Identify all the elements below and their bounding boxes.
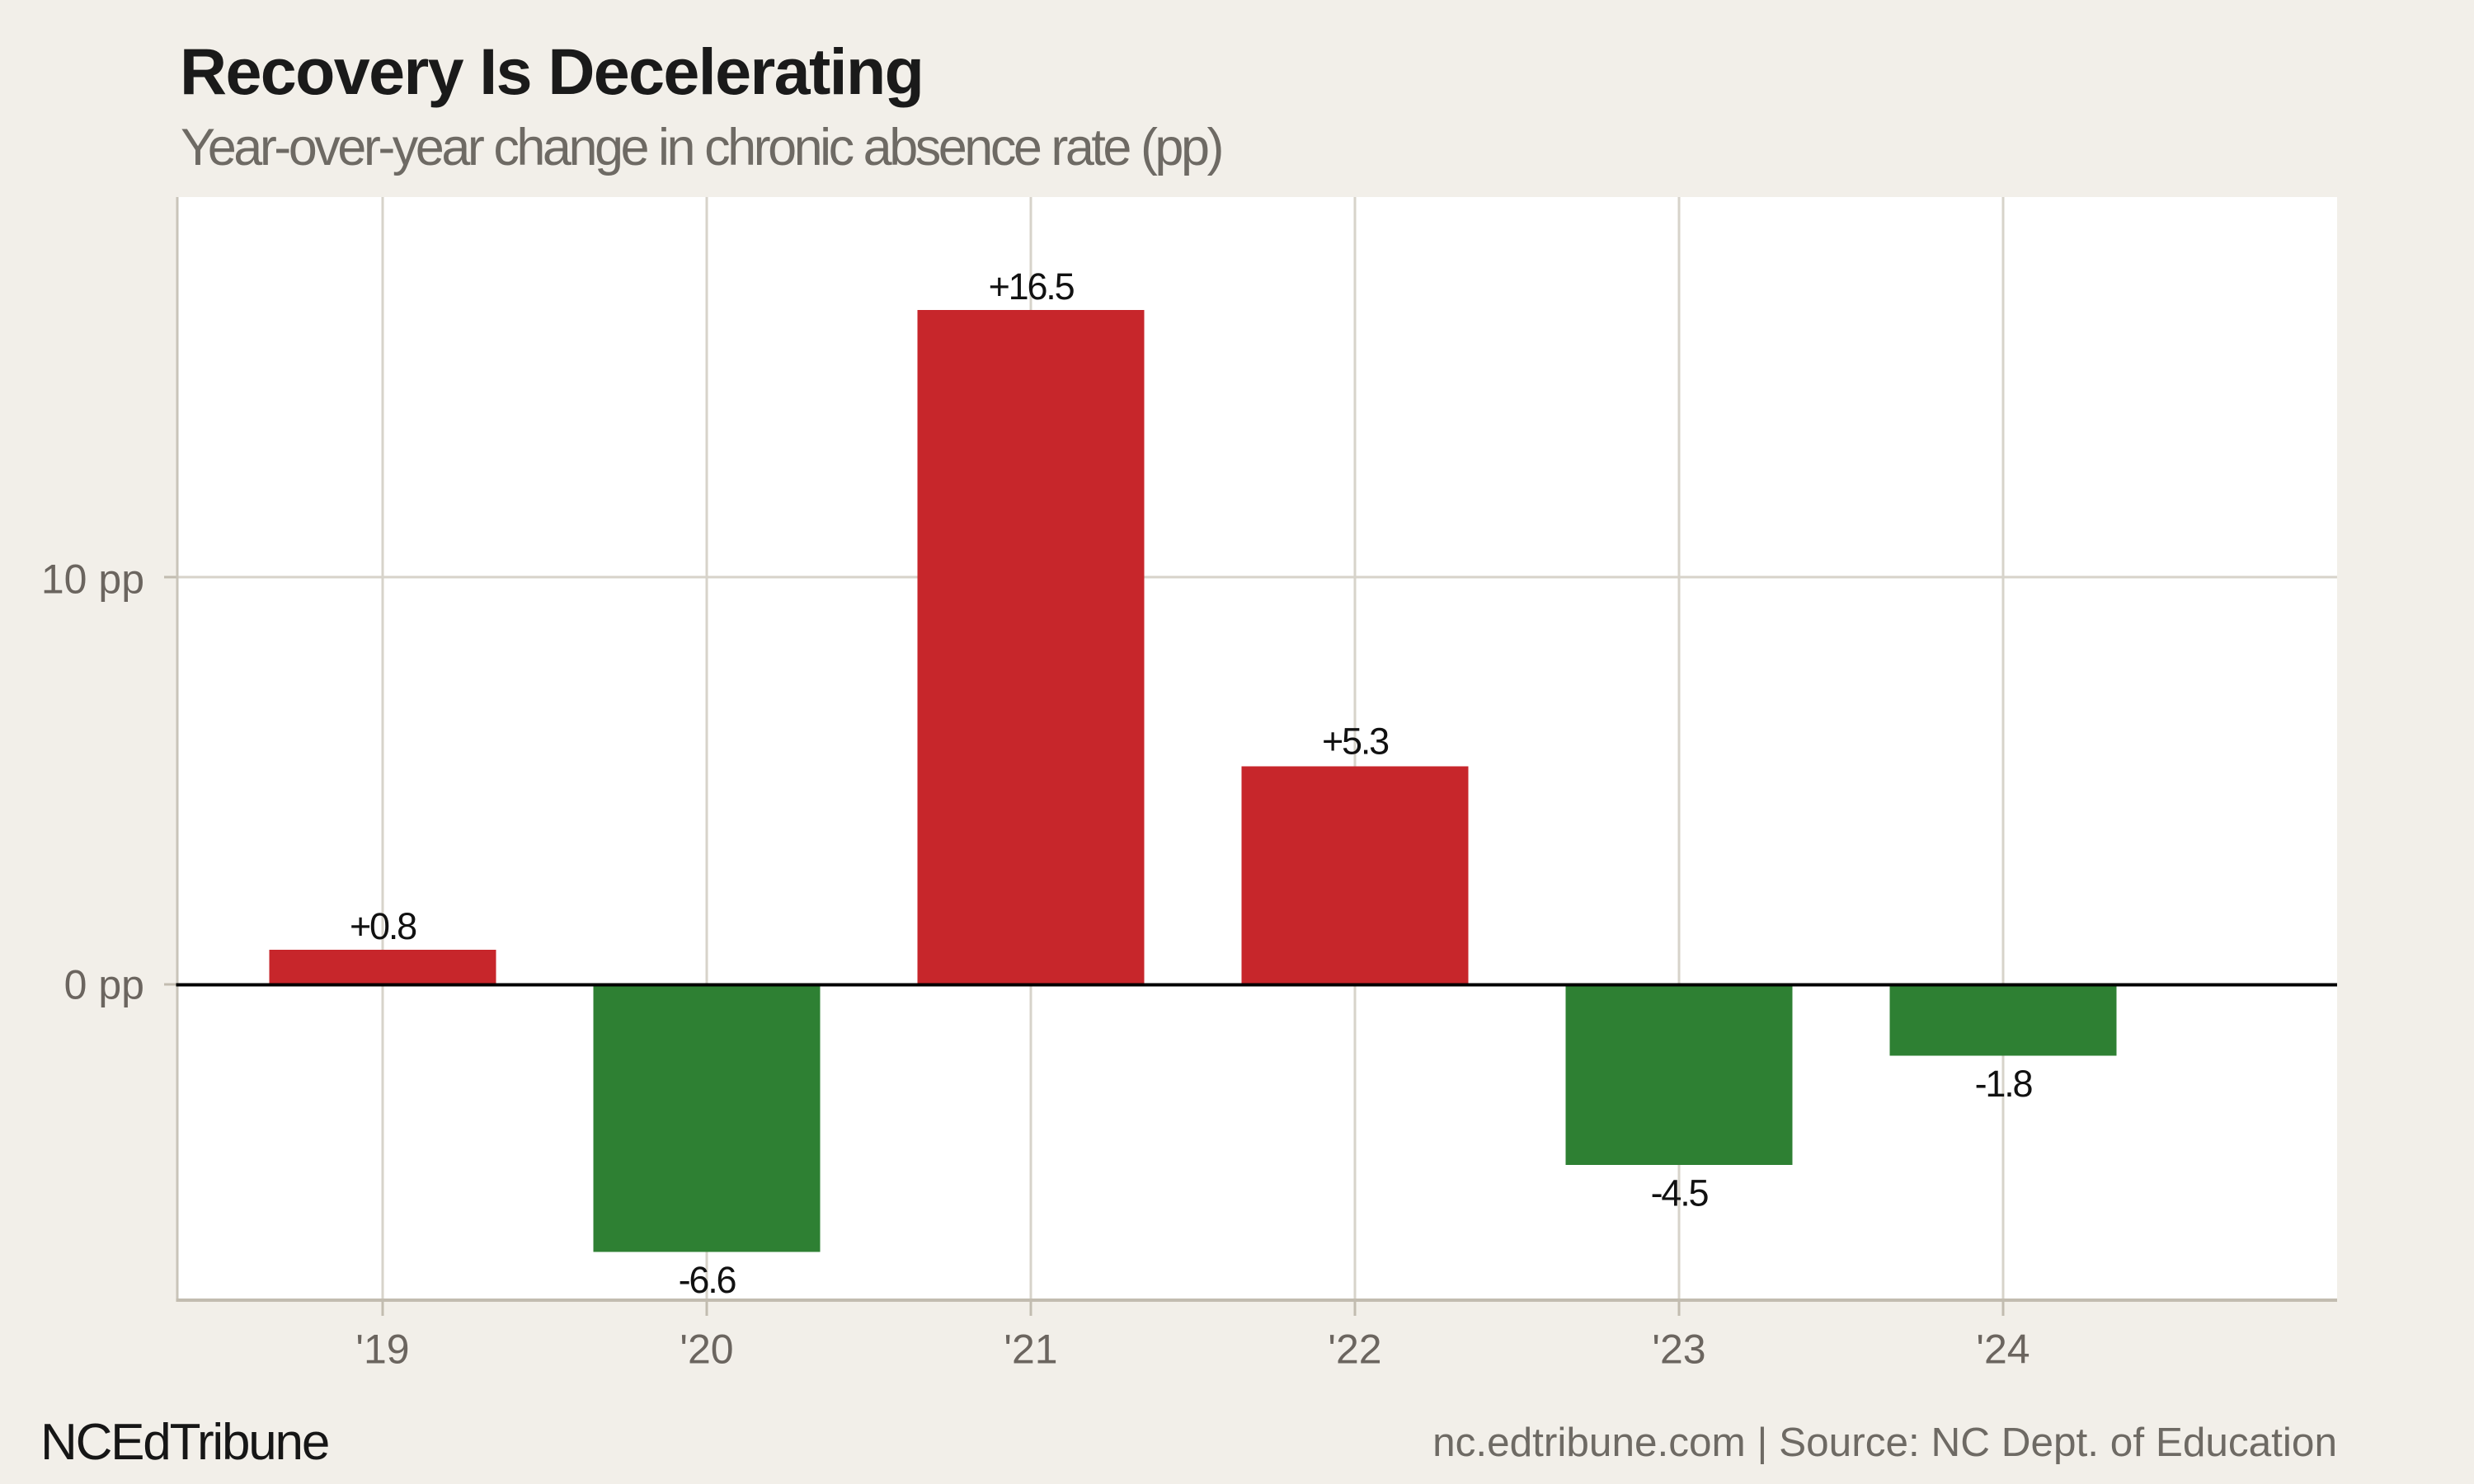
svg-text:-1.8: -1.8	[1975, 1063, 2033, 1105]
svg-text:-6.6: -6.6	[679, 1259, 736, 1301]
svg-text:'24: '24	[1976, 1327, 2030, 1373]
svg-text:'22: '22	[1328, 1327, 1381, 1373]
svg-text:Year-over-year change in chron: Year-over-year change in chronic absence…	[181, 119, 1221, 176]
svg-text:10 pp: 10 pp	[41, 556, 144, 603]
svg-text:'23: '23	[1652, 1327, 1705, 1373]
svg-text:+0.8: +0.8	[350, 905, 416, 947]
svg-text:+5.3: +5.3	[1322, 721, 1389, 763]
svg-text:+16.5: +16.5	[989, 265, 1075, 308]
svg-text:'19: '19	[355, 1327, 409, 1373]
svg-text:Recovery Is Decelerating: Recovery Is Decelerating	[180, 35, 923, 108]
svg-text:NCEdTribune: NCEdTribune	[40, 1414, 328, 1471]
svg-text:'21: '21	[1004, 1327, 1057, 1373]
svg-text:'20: '20	[680, 1327, 733, 1373]
svg-text:nc.edtribune.com | Source: NC: nc.edtribune.com | Source: NC Dept. of E…	[1432, 1420, 2337, 1465]
svg-text:0 pp: 0 pp	[64, 962, 144, 1008]
svg-text:-4.5: -4.5	[1651, 1172, 1709, 1214]
